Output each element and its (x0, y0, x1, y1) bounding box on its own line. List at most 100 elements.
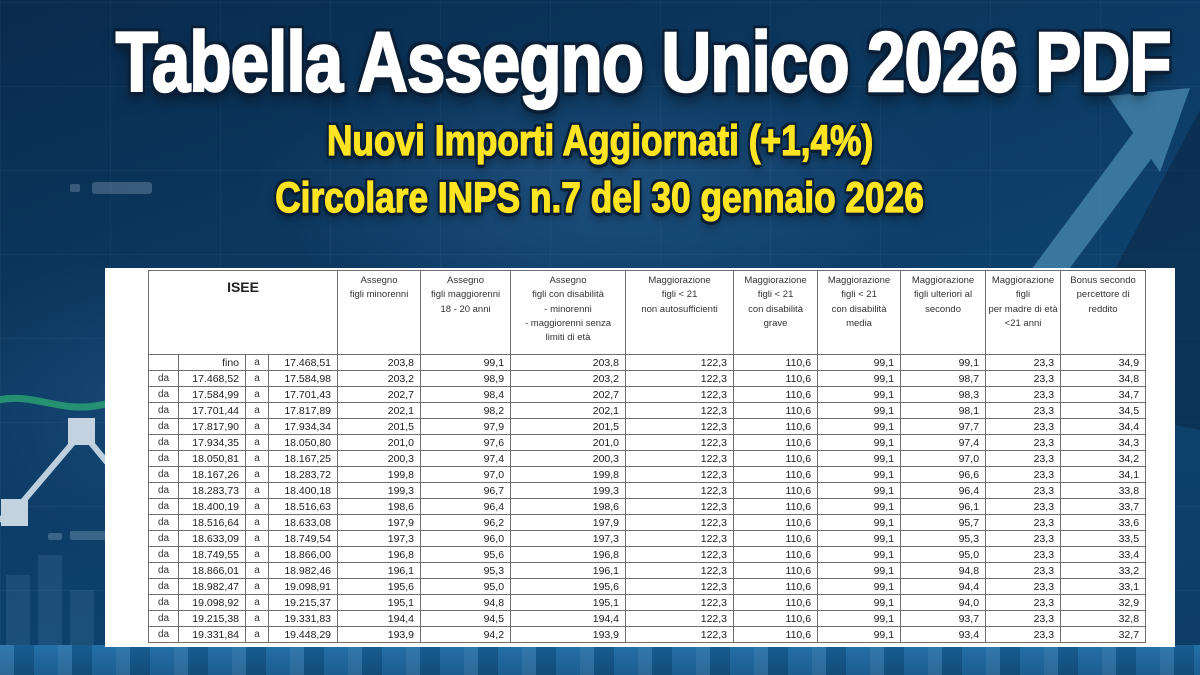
cell: 110,6 (733, 546, 819, 563)
cell: 97,6 (420, 434, 512, 451)
cell: 19.331,83 (267, 610, 339, 627)
cell: da (148, 562, 179, 579)
cell: 18.982,46 (267, 562, 339, 579)
subtitle-circolare: Circolare INPS n.7 del 30 gennaio 2026 (275, 174, 925, 222)
cell: 33,8 (1060, 482, 1147, 499)
cell: 122,3 (625, 562, 735, 579)
cell: 17.584,98 (267, 370, 339, 387)
cell: 17.701,43 (267, 386, 339, 403)
cell: 23,3 (985, 626, 1062, 643)
cell: 197,9 (510, 514, 627, 531)
cell: 122,3 (625, 498, 735, 515)
cell: 96,2 (420, 514, 512, 531)
cell: 196,8 (337, 546, 422, 563)
cell: 96,7 (420, 482, 512, 499)
cell: 18.982,47 (178, 578, 246, 595)
cell: 34,9 (1060, 354, 1147, 371)
cell: a (245, 626, 269, 643)
cell: 23,3 (985, 562, 1062, 579)
cell: 197,3 (337, 530, 422, 547)
cell: 99,1 (817, 466, 902, 483)
table-body: fino a 17.468,51 203,8 99,1 203,8 122,3 110,6 99… (148, 354, 1147, 643)
table-row: da 18.516,64 a 18.633,08 197,9 96,2 197,9 122,3… (148, 514, 1147, 531)
cell: 23,3 (985, 482, 1062, 499)
cell: 197,3 (510, 530, 627, 547)
cell: 202,7 (337, 386, 422, 403)
cell: 110,6 (733, 482, 819, 499)
cell: 19.215,37 (267, 594, 339, 611)
cell: a (245, 546, 269, 563)
cell: 110,6 (733, 402, 819, 419)
cell: 17.468,52 (178, 370, 246, 387)
cell: 99,1 (817, 450, 902, 467)
cell: 95,0 (420, 578, 512, 595)
column-header-magg-disabilita-grave: Maggiorazione figli < 21 con disabilità … (733, 270, 819, 355)
cell: 193,9 (510, 626, 627, 643)
cell: 122,3 (625, 482, 735, 499)
table-row: fino a 17.468,51 203,8 99,1 203,8 122,3 110,6 99… (148, 354, 1147, 371)
table-row: da 17.817,90 a 17.934,34 201,5 97,9 201,5 122,3… (148, 418, 1147, 435)
cell: a (245, 594, 269, 611)
table-row: da 17.468,52 a 17.584,98 203,2 98,9 203,2 122,3… (148, 370, 1147, 387)
cell: da (148, 594, 179, 611)
cell: 99,1 (817, 562, 902, 579)
cell: 201,0 (510, 434, 627, 451)
cell: a (245, 466, 269, 483)
table-row: da 18.167,26 a 18.283,72 199,8 97,0 199,8 122,3… (148, 466, 1147, 483)
cell: da (148, 450, 179, 467)
cell: da (148, 466, 179, 483)
table-panel: ISEE Assegno figli minorenni Assegno fig… (105, 268, 1175, 647)
cell: 122,3 (625, 354, 735, 371)
cell: 99,1 (420, 354, 512, 371)
cell: 18.050,80 (267, 434, 339, 451)
cell: 95,7 (900, 514, 987, 531)
cell: da (148, 546, 179, 563)
table-row: da 17.934,35 a 18.050,80 201,0 97,6 201,0 122,3… (148, 434, 1147, 451)
cell: 96,6 (900, 466, 987, 483)
cell: 110,6 (733, 354, 819, 371)
cell: 122,3 (625, 514, 735, 531)
cell: 23,3 (985, 546, 1062, 563)
table-row: da 18.982,47 a 19.098,91 195,6 95,0 195,6 122,3… (148, 578, 1147, 595)
cell: a (245, 610, 269, 627)
cell: 94,8 (420, 594, 512, 611)
cell: 32,7 (1060, 626, 1147, 643)
cell: 19.098,92 (178, 594, 246, 611)
cell: 23,3 (985, 610, 1062, 627)
table-row: da 18.633,09 a 18.749,54 197,3 96,0 197,3 122,3… (148, 530, 1147, 547)
cell: 203,2 (510, 370, 627, 387)
cell: 93,7 (900, 610, 987, 627)
cell: 34,3 (1060, 434, 1147, 451)
cell: 99,1 (817, 498, 902, 515)
cell: 122,3 (625, 386, 735, 403)
cell: 94,5 (420, 610, 512, 627)
column-header-magg-madre-under21: Maggiorazione figli per madre di età <21… (985, 270, 1062, 355)
cell: 18.167,26 (178, 466, 246, 483)
cell: 33,4 (1060, 546, 1147, 563)
table-row: da 17.701,44 a 17.817,89 202,1 98,2 202,1 122,3… (148, 402, 1147, 419)
cell: a (245, 386, 269, 403)
cell: 122,3 (625, 546, 735, 563)
cell: 203,2 (337, 370, 422, 387)
cell: 23,3 (985, 530, 1062, 547)
cell: 95,3 (420, 562, 512, 579)
cell: 110,6 (733, 514, 819, 531)
cell: a (245, 514, 269, 531)
cell: a (245, 498, 269, 515)
cell: a (245, 530, 269, 547)
cell: 17.817,90 (178, 418, 246, 435)
cell: 17.701,44 (178, 402, 246, 419)
cell: a (245, 370, 269, 387)
cell: a (245, 434, 269, 451)
cell: 34,1 (1060, 466, 1147, 483)
cell: 122,3 (625, 418, 735, 435)
cell: 99,1 (817, 386, 902, 403)
cell: 122,3 (625, 434, 735, 451)
cell: 110,6 (733, 466, 819, 483)
cell (148, 354, 179, 371)
bottom-blue-strip (0, 645, 1200, 675)
cell: 99,1 (817, 370, 902, 387)
cell: 23,3 (985, 434, 1062, 451)
assegno-unico-table: ISEE Assegno figli minorenni Assegno fig… (147, 270, 1147, 643)
cell: da (148, 498, 179, 515)
